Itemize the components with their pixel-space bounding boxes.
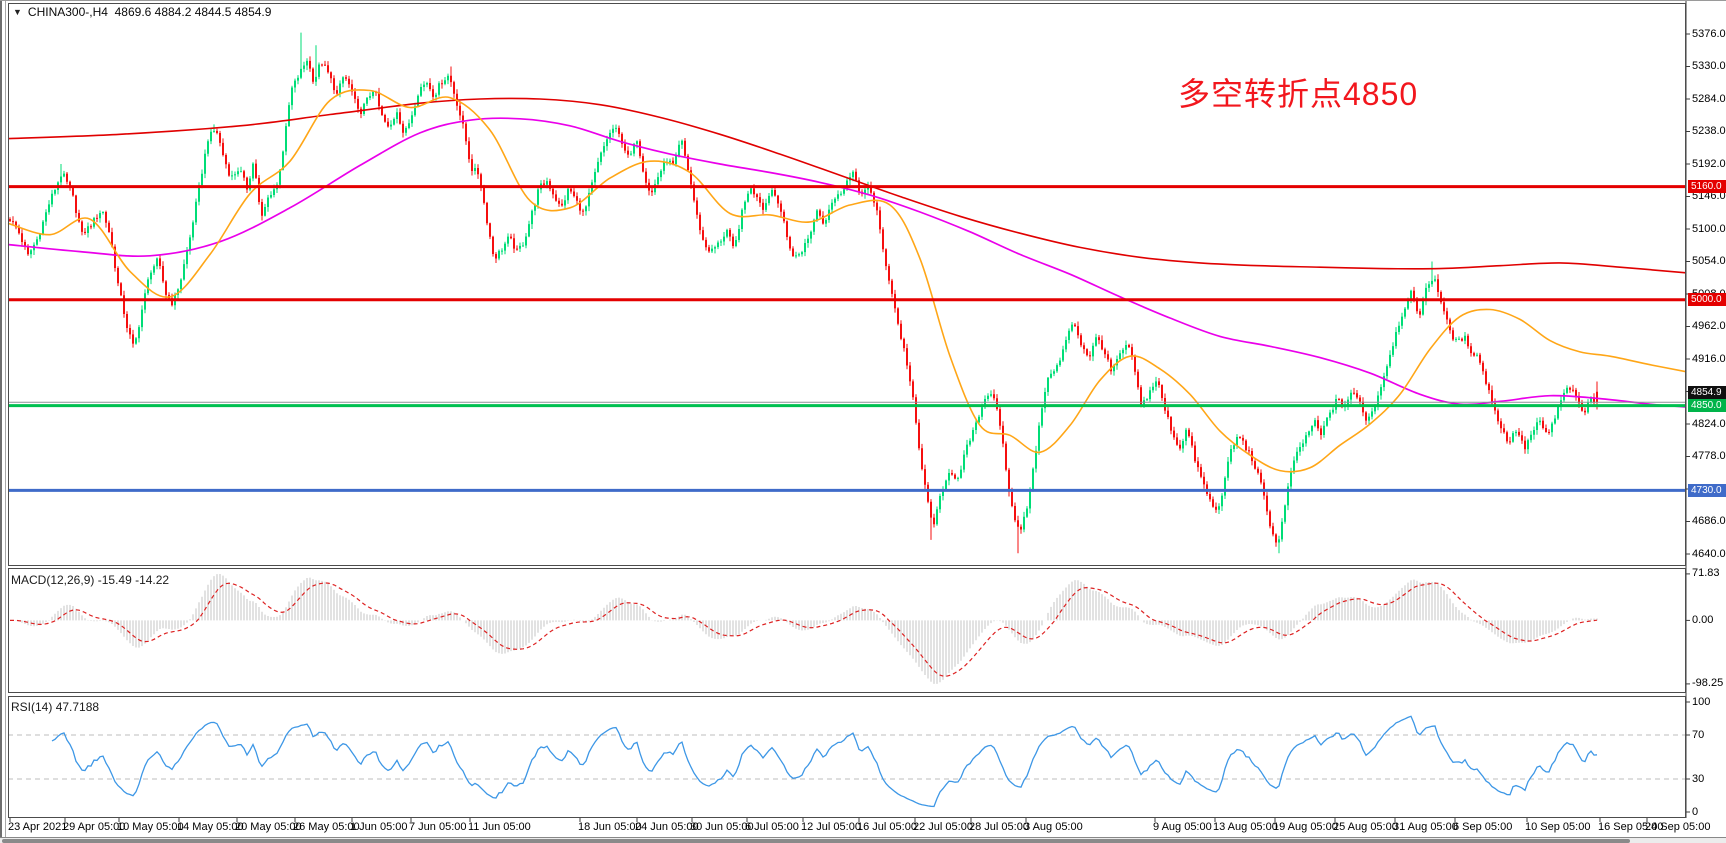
- price-axis-label: 5192.0: [1692, 157, 1726, 170]
- price-axis-label: 5238.0: [1692, 125, 1726, 137]
- macd-axis-label: 71.83: [1692, 567, 1720, 580]
- time-axis-label: 16 Jul 05:00: [857, 821, 917, 833]
- ma-slow-red: [7, 97, 1687, 274]
- macd-signal-line: [10, 582, 1598, 677]
- time-axis-label: 24 Jun 05:00: [635, 821, 699, 833]
- time-axis-label: 29 Apr 05:00: [63, 821, 126, 833]
- symbol-dropdown-icon[interactable]: ▼: [13, 7, 22, 17]
- time-axis-label: 26 May 05:00: [293, 821, 360, 833]
- h-scrollbar-thumb[interactable]: [2, 839, 1630, 843]
- rsi-axis-label: 30: [1692, 772, 1705, 785]
- chart-title: ▼ CHINA300-,H4 4869.6 4884.2 4844.5 4854.…: [13, 5, 271, 19]
- time-axis-label: 9 Aug 05:00: [1153, 821, 1212, 833]
- time-axis-label: 14 May 05:00: [177, 821, 244, 833]
- time-axis-label: 10 May 05:00: [117, 821, 184, 833]
- price-axis-label: 4916.0: [1692, 352, 1726, 365]
- rsi-axis-label: 100: [1692, 695, 1711, 708]
- macd-axis-label: 0.00: [1692, 613, 1714, 626]
- time-axis-label: 24 Sep 05:00: [1645, 821, 1711, 833]
- axis-lines: [9, 1, 1690, 822]
- macd-name: MACD(12,26,9): [11, 573, 95, 587]
- symbol-label: CHINA300-,H4: [27, 5, 108, 19]
- price-axis-label: 4824.0: [1692, 417, 1726, 430]
- time-axis-label: 18 Jun 05:00: [578, 821, 642, 833]
- time-axis-label: 28 Jul 05:00: [969, 821, 1029, 833]
- price-badge-4850.0: 4850.0: [1688, 399, 1726, 413]
- price-axis-label: 4686.0: [1692, 515, 1726, 527]
- window-left-edge-inner: [5, 1, 6, 837]
- time-axis-label: 25 Aug 05:00: [1333, 821, 1398, 833]
- time-axis-label: 16 Sep 05:00: [1598, 821, 1664, 833]
- price-axis-label: 5100.0: [1692, 222, 1726, 235]
- price-annotation: 多空转折点4850: [1178, 76, 1419, 112]
- price-axis-label: 5054.0: [1692, 255, 1726, 267]
- rsi-value: 47.7188: [55, 700, 100, 714]
- rsi-plot: [8, 715, 1686, 808]
- time-axis-label: 22 Jul 05:00: [913, 821, 973, 833]
- rsi-name: RSI(14): [11, 700, 53, 714]
- rsi-label: RSI(14) 47.7188: [11, 700, 99, 714]
- rsi-line: [51, 715, 1598, 808]
- price-badge-5000.0: 5000.0: [1688, 293, 1726, 307]
- price-badge-4854.9: 4854.9: [1688, 386, 1726, 400]
- ma-fast-orange: [7, 89, 1687, 473]
- price-badge-4730.0: 4730.0: [1688, 483, 1726, 497]
- macd-plot: [10, 574, 1598, 684]
- time-axis-label: 6 Sep 05:00: [1453, 821, 1513, 833]
- time-axis-label: 1 Jun 05:00: [350, 821, 408, 833]
- time-axis-label: 7 Jun 05:00: [409, 821, 467, 833]
- time-axis-label: 23 Apr 2021: [8, 821, 68, 833]
- candles: [9, 32, 1598, 554]
- time-axis-label: 3 Aug 05:00: [1024, 821, 1083, 833]
- price-axis-label: 4778.0: [1692, 450, 1726, 462]
- rsi-axis-label: 70: [1692, 728, 1705, 741]
- ma-mid-magenta: [7, 117, 1687, 408]
- time-axis-label: 12 Jul 05:00: [801, 821, 861, 833]
- price-axis-label: 5376.0: [1692, 27, 1726, 40]
- ohlc-readout: 4869.6 4884.2 4844.5 4854.9: [114, 5, 272, 19]
- time-axis-label: 20 May 05:00: [235, 821, 302, 833]
- price-axis-label: 4962.0: [1692, 320, 1726, 332]
- time-axis-label: 10 Sep 05:00: [1525, 821, 1591, 833]
- time-axis-label: 13 Aug 05:00: [1213, 821, 1278, 833]
- macd-label: MACD(12,26,9) -15.49 -14.22: [11, 573, 169, 587]
- time-axis-label: 19 Aug 05:00: [1273, 821, 1338, 833]
- macd-axis-label: -98.25: [1692, 677, 1724, 690]
- price-axis-label: 4640.0: [1692, 547, 1726, 560]
- window-left-edge: [0, 1, 2, 843]
- price-axis-label: 5330.0: [1692, 60, 1726, 72]
- horizontal-lines: [8, 185, 1686, 492]
- macd-histogram: [15, 574, 1598, 684]
- time-axis-label: 31 Aug 05:00: [1393, 821, 1458, 833]
- price-badge-5160.0: 5160.0: [1688, 180, 1726, 194]
- moving-averages: [7, 89, 1687, 473]
- time-axis-label: 11 Jun 05:00: [468, 821, 531, 833]
- macd-values: -15.49 -14.22: [97, 573, 170, 587]
- time-axis-label: 6 Jul 05:00: [745, 821, 799, 833]
- time-axis-label: 30 Jun 05:00: [690, 821, 754, 833]
- price-axis-label: 5284.0: [1692, 92, 1726, 105]
- rsi-axis-label: 0: [1692, 805, 1699, 818]
